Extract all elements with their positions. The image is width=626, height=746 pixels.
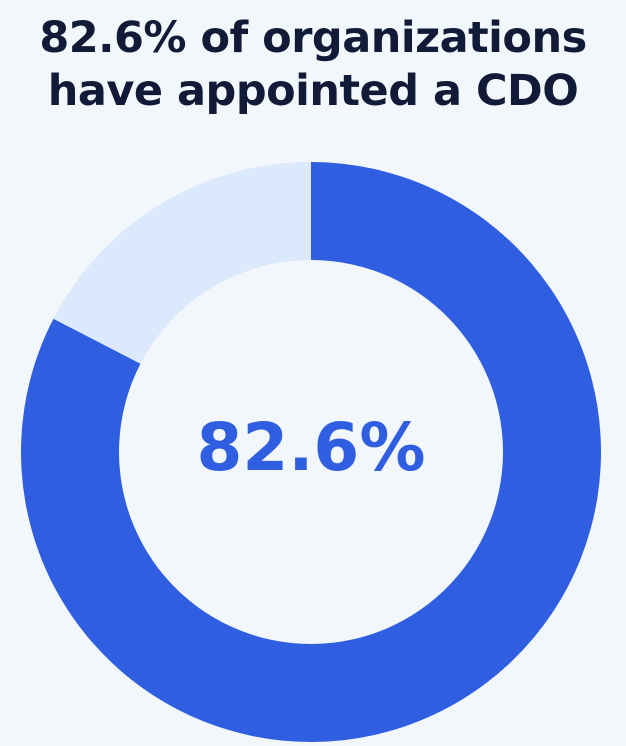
donut-center-label: 82.6%: [197, 409, 426, 486]
chart-title-line-2: have appointed a CDO: [47, 66, 579, 116]
donut-slices: [20, 162, 601, 742]
donut-slice-appointed: [20, 162, 601, 742]
chart-title-line-1: 82.6% of organizations: [39, 13, 587, 63]
donut-slice-remainder: [53, 162, 311, 364]
chart-title: 82.6% of organizations have appointed a …: [0, 12, 626, 118]
